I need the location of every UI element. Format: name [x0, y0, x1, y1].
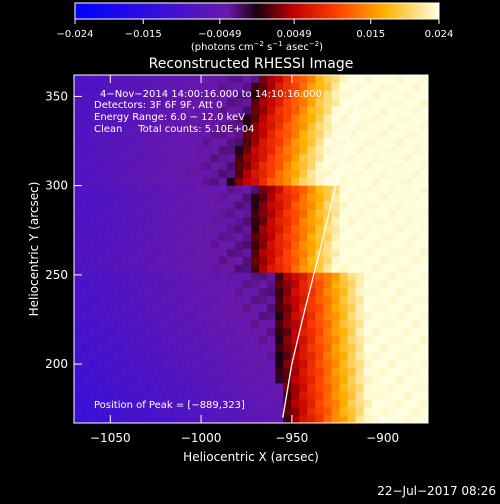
heatmap-image: [74, 75, 428, 423]
colorbar-tick-label: 0.024: [425, 29, 454, 40]
peak-position-label: Position of Peak = [−889,323]: [94, 400, 245, 411]
x-tick-label: −900: [366, 431, 399, 445]
annotation-clean-counts: Clean Total counts: 5.10E+04: [94, 124, 254, 135]
colorbar: −0.024 −0.015 −0.0049 0.0049 0.015 0.024 (pho…: [56, 2, 453, 53]
colorbar-tick-label: −0.0049: [198, 29, 241, 40]
colorbar-tick-label: −0.024: [56, 29, 93, 40]
plot-frame: [73, 74, 429, 424]
annotation-energy-range: Energy Range: 6.0 − 12.0 keV: [94, 112, 245, 123]
colorbar-tick-label: −0.015: [125, 29, 162, 40]
solar-limb-line: [282, 75, 366, 418]
colorbar-gradient: [74, 2, 440, 20]
x-tick-label: −1050: [90, 431, 131, 445]
chart-title: Reconstructed RHESSI Image: [149, 56, 354, 72]
annotation-block: 4−Nov−2014 14:00:16.000 to 14:10:16.000 …: [94, 89, 322, 135]
y-tick-label: 300: [45, 179, 68, 193]
y-tick-label: 350: [45, 89, 68, 103]
y-tick-label: 200: [45, 357, 68, 371]
colorbar-tick-label: 0.0049: [277, 29, 312, 40]
annotation-time-range: 4−Nov−2014 14:00:16.000 to 14:10:16.000: [100, 89, 322, 100]
y-axis-label: Heliocentric Y (arcsec): [27, 182, 41, 317]
x-tick-label: −950: [275, 431, 308, 445]
colorbar-ticks: −0.024 −0.015 −0.0049 0.0049 0.015 0.024: [56, 19, 453, 40]
x-tick-label: −1000: [181, 431, 222, 445]
x-axis-label: Heliocentric X (arcsec): [183, 450, 319, 464]
x-axis-ticks: −1050 −1000 −950 −900: [90, 75, 399, 445]
footer-date: 22−Jul−2017 08:26: [377, 484, 496, 498]
y-tick-label: 250: [45, 268, 68, 282]
colorbar-unit-label: (photons cm−2 s−1 asec−2): [191, 40, 323, 53]
colorbar-tick-label: 0.015: [356, 29, 385, 40]
annotation-detectors: Detectors: 3F 6F 9F, Att 0: [94, 100, 222, 111]
y-axis-ticks: 200 250 300 350: [45, 89, 428, 371]
